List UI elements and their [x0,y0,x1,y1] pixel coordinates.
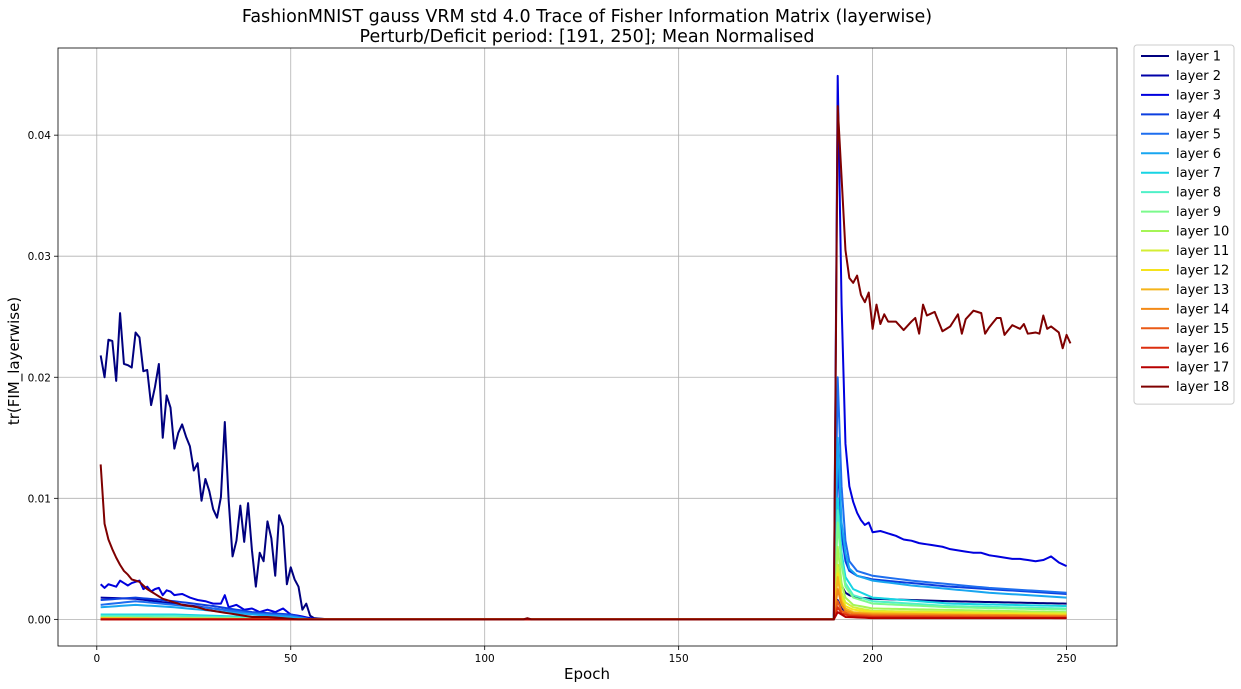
legend-label: layer 8 [1176,186,1221,201]
chart-subtitle: Perturb/Deficit period: [191, 250]; Mean… [360,27,815,47]
plot-area-frame [57,47,1118,647]
legend-label: layer 5 [1176,127,1221,142]
y-tick-label: 0.02 [28,372,51,384]
legend-label: layer 10 [1176,225,1229,240]
grid-lines [58,48,1117,646]
x-tick-label: 150 [669,653,689,665]
legend-label: layer 15 [1176,322,1229,337]
x-tick-label: 0 [93,653,100,665]
legend: layer 1 layer 2 layer 3 layer 4 layer 5 layer… [1133,44,1235,405]
y-tick-label: 0.03 [28,251,51,263]
series-line-layer-4 [100,461,1067,621]
legend-label: layer 17 [1176,361,1229,376]
legend-label: layer 2 [1176,69,1221,84]
chart-title: FashionMNIST gauss VRM std 4.0 Trace of … [242,7,932,27]
x-tick-label: 200 [863,653,883,665]
legend-label: layer 11 [1176,244,1229,259]
legend-label: layer 18 [1176,380,1229,395]
x-tick-label: 100 [475,653,495,665]
legend-label: layer 1 [1176,50,1221,65]
x-axis-label: Epoch [564,665,610,683]
legend-label: layer 4 [1176,108,1221,123]
y-axis-label: tr(FIM_layerwise) [5,297,24,425]
series-line-layer-7 [100,497,1067,621]
x-tick-label: 50 [284,653,297,665]
plot-series [99,74,1072,621]
y-tick-label: 0.00 [28,614,51,626]
legend-label: layer 16 [1176,341,1229,356]
legend-label: layer 14 [1176,302,1229,317]
y-tick-label: 0.04 [28,130,52,142]
legend-label: layer 3 [1176,88,1221,103]
axis-ticks: 0 50 100 150 200 250 0.00 0.01 0.02 0.03 0.04 [28,130,1077,665]
y-tick-label: 0.01 [28,493,51,505]
series-line-layer-1 [99,312,1067,621]
legend-label: layer 13 [1176,283,1229,298]
legend-label: layer 12 [1176,263,1229,278]
x-tick-label: 250 [1057,653,1077,665]
legend-label: layer 6 [1176,147,1221,162]
legend-label: layer 7 [1176,166,1221,181]
series-line-layer-18 [99,105,1072,621]
legend-label: layer 9 [1176,205,1221,220]
